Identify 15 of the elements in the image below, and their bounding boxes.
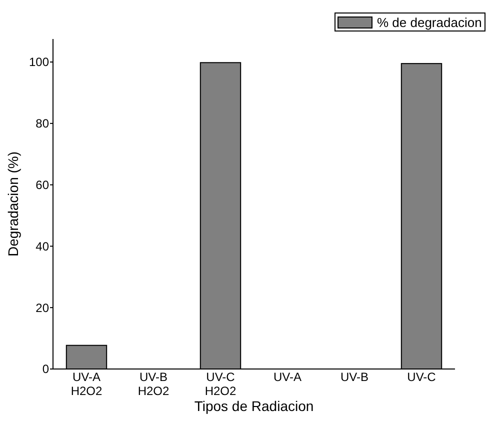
y-tick-label: 60	[36, 178, 50, 192]
x-tick-label: UV-A	[273, 370, 302, 384]
x-tick-label: UV-B H2O2	[138, 370, 170, 398]
x-tick-label: UV-C	[407, 370, 436, 384]
y-tick-label: 80	[36, 116, 50, 131]
y-tick-label: 40	[36, 239, 50, 254]
y-axis-title: Degradacion (%)	[5, 151, 21, 257]
y-tick-label: 100	[28, 55, 50, 70]
x-tick-label: UV-C H2O2	[204, 370, 236, 398]
y-tick-label: 0	[42, 362, 50, 376]
y-tick-label: 20	[36, 300, 50, 315]
x-tick-label: UV-A H2O2	[70, 370, 102, 398]
x-tick-label: UV-B	[340, 370, 369, 384]
x-axis-title: Tipos de Radiacion	[194, 398, 314, 414]
legend-label: % de degradacion	[377, 15, 482, 30]
